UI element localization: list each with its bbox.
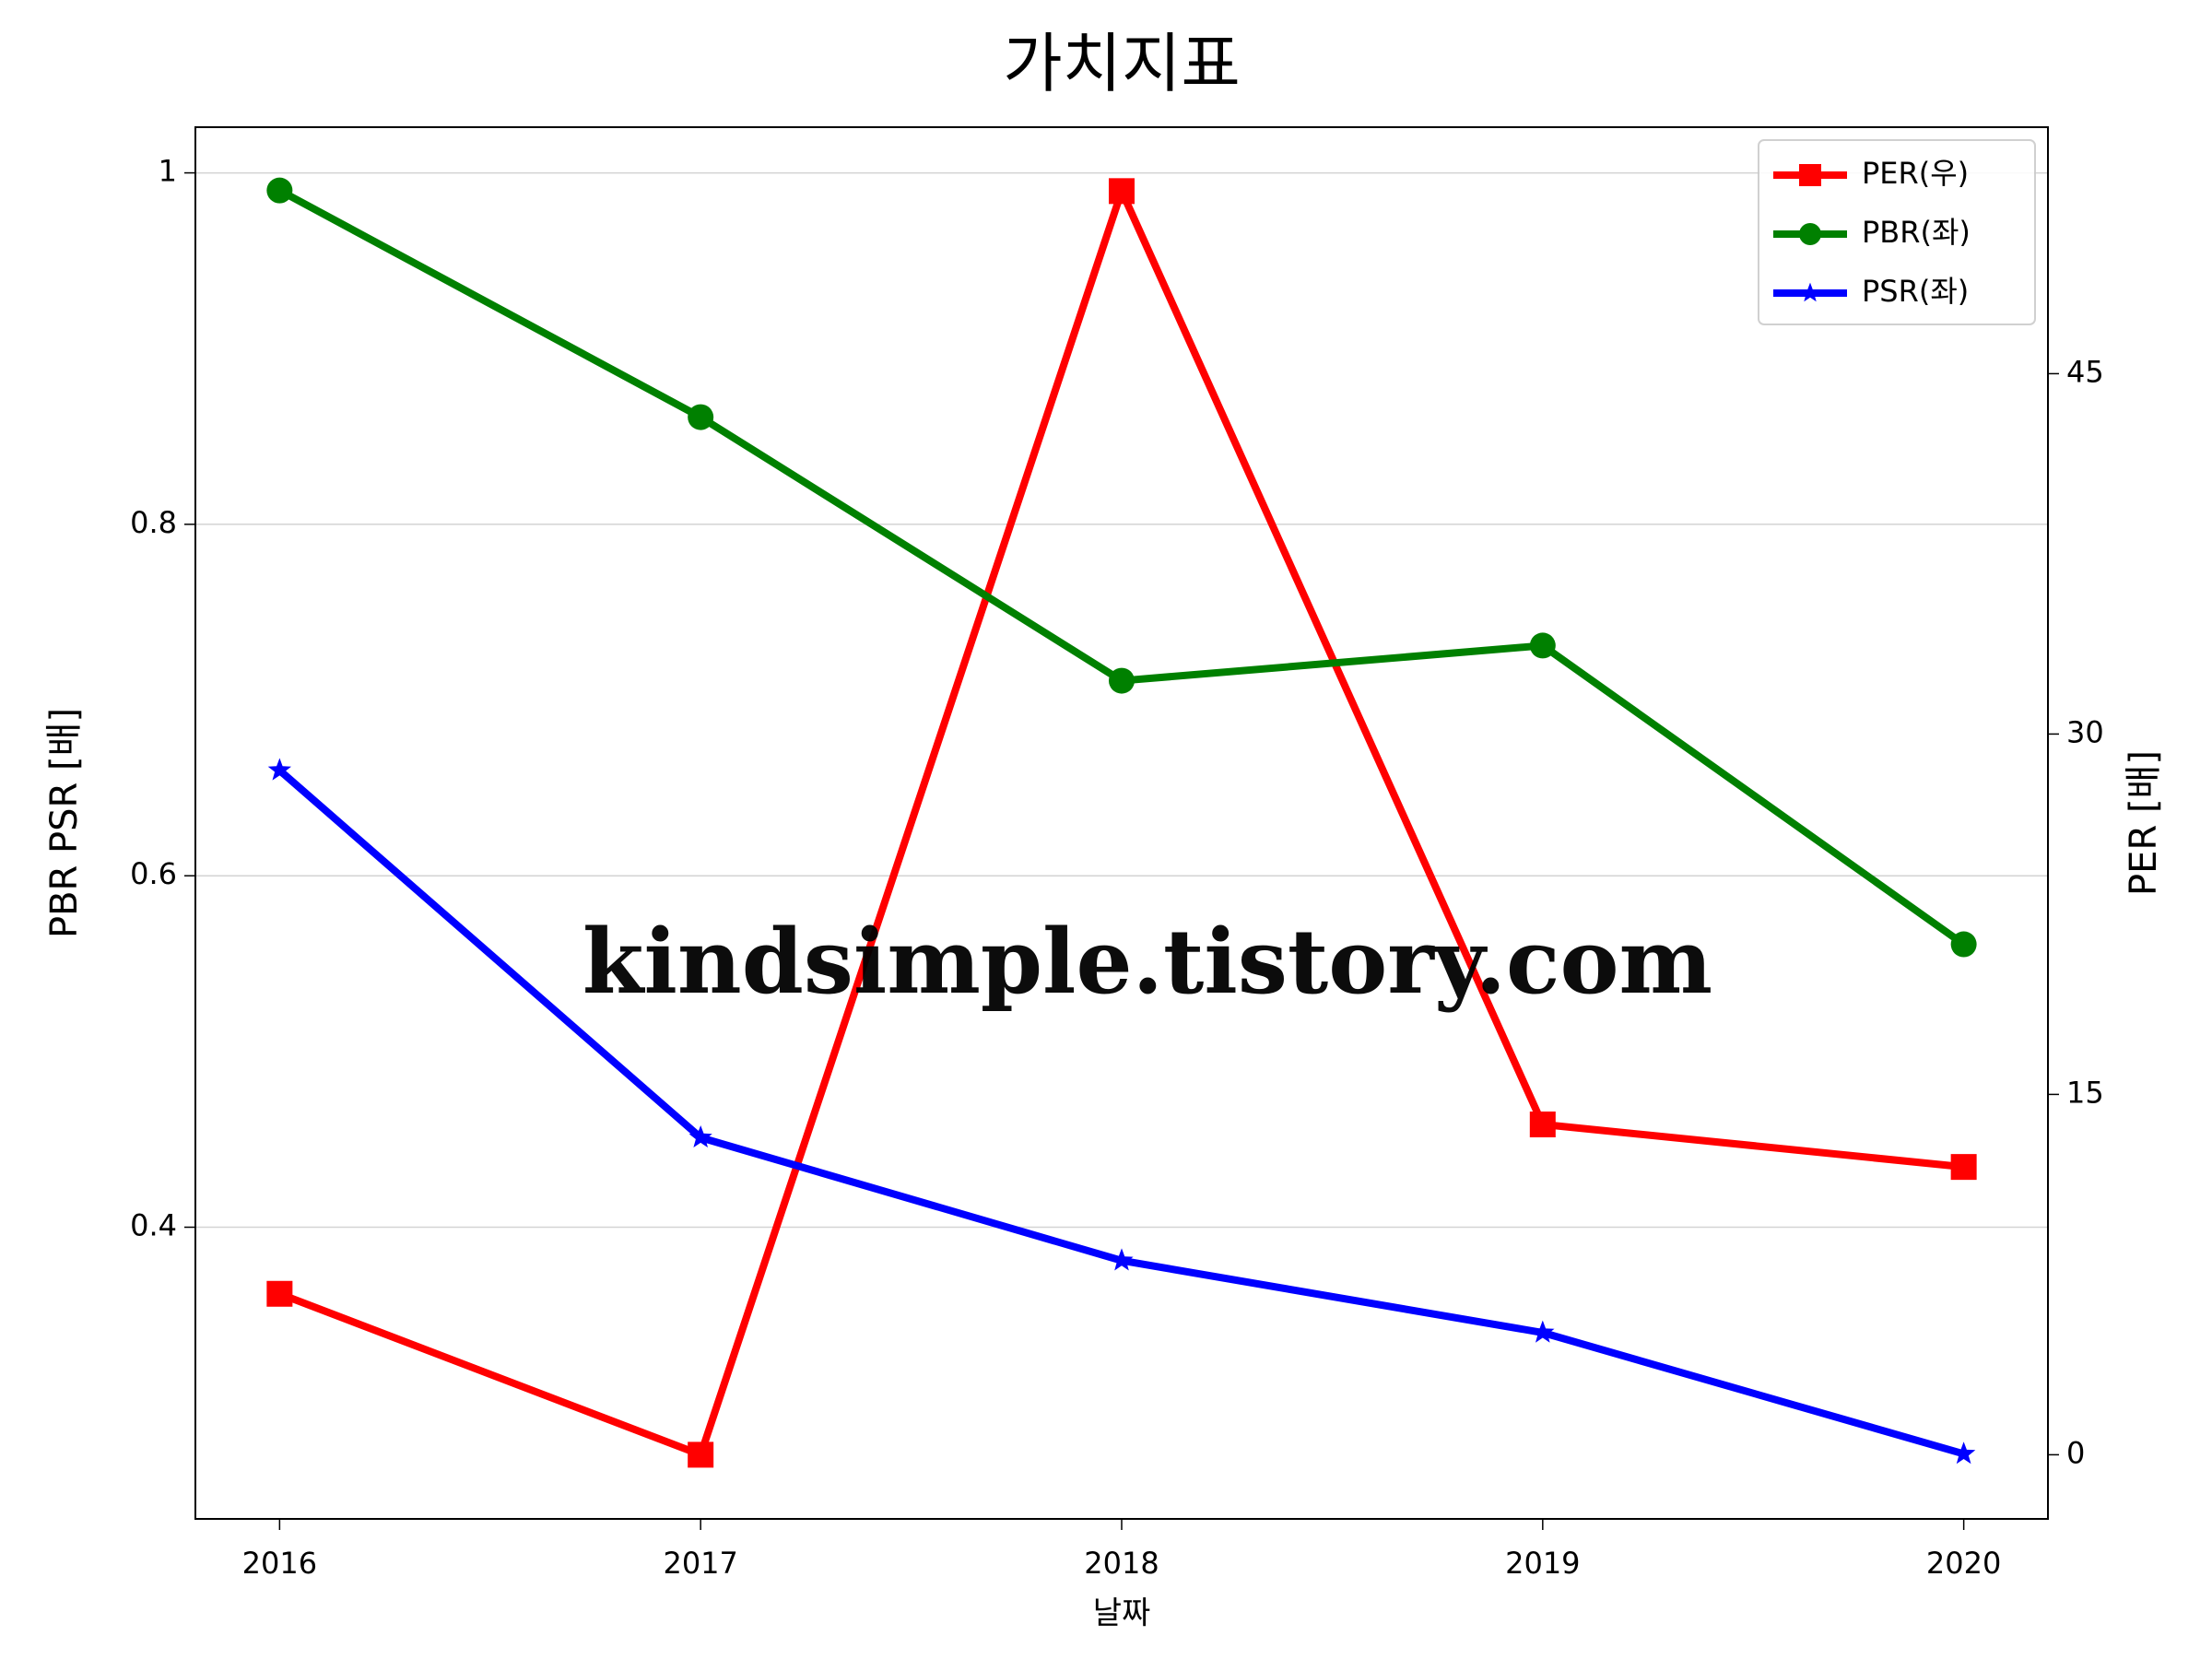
y2-tick-label: 45 [2066, 354, 2104, 389]
y2-tick-label: 30 [2066, 714, 2104, 749]
legend-marker [1799, 164, 1821, 186]
x-tick-label: 2018 [1084, 1546, 1159, 1581]
y-tick-label: 1 [159, 154, 177, 189]
marker [1531, 1320, 1555, 1343]
y2-axis-label: PER [배] [2123, 750, 2165, 896]
watermark: kindsimple.tistory.com [582, 910, 1712, 1014]
legend-label: PSR(좌) [1862, 274, 1969, 309]
marker [688, 1441, 714, 1468]
y2-tick-label: 0 [2066, 1435, 2085, 1470]
marker [1529, 1111, 1556, 1137]
legend-marker [1799, 223, 1821, 245]
marker [688, 404, 714, 430]
marker [1109, 667, 1135, 694]
marker [266, 1280, 293, 1307]
marker [688, 1125, 712, 1147]
y-tick-label: 0.6 [130, 856, 177, 891]
legend-marker [1800, 282, 1820, 302]
marker [1109, 178, 1135, 205]
x-axis-label: 날짜 [1093, 1595, 1151, 1632]
x-tick-label: 2016 [242, 1546, 317, 1581]
y-tick-label: 0.4 [130, 1208, 177, 1243]
marker [1952, 1441, 1976, 1465]
marker [267, 758, 291, 781]
chart-title: 가치지표 [1003, 26, 1241, 101]
marker [1950, 931, 1977, 958]
legend-label: PER(우) [1862, 156, 1969, 191]
y2-tick-label: 15 [2066, 1075, 2104, 1110]
marker [1950, 1154, 1977, 1181]
y-tick-label: 0.8 [130, 505, 177, 540]
legend-box [1758, 139, 2036, 325]
series-line [276, 767, 1965, 1458]
x-tick-label: 2020 [1926, 1546, 2001, 1581]
x-tick-label: 2017 [663, 1546, 737, 1581]
y-axis-label: PBR PSR [배] [43, 708, 86, 938]
series-line [277, 187, 1966, 947]
marker [1529, 632, 1556, 659]
plot-frame [194, 126, 2049, 1520]
legend-label: PBR(좌) [1862, 215, 1971, 250]
marker [266, 177, 293, 204]
x-tick-label: 2019 [1505, 1546, 1580, 1581]
marker [1110, 1248, 1134, 1271]
